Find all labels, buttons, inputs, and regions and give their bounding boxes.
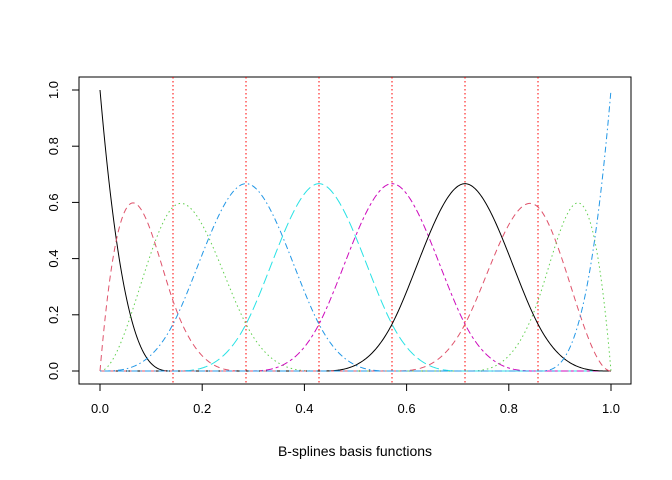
x-tick-label: 0.0	[91, 401, 109, 416]
series-group	[99, 89, 612, 372]
y-tick-label: 0.4	[46, 250, 61, 268]
x-axis: 0.0 0.2 0.4 0.6 0.8 1.0	[91, 383, 620, 416]
x-axis-title: B-splines basis functions	[278, 443, 432, 459]
knot-lines	[172, 77, 539, 384]
y-tick-label: 0.6	[46, 193, 61, 211]
y-tick-label: 0.0	[46, 362, 61, 380]
series-line-6	[100, 183, 611, 372]
series-line-1	[99, 89, 611, 372]
y-tick-label: 1.0	[46, 81, 61, 99]
x-tick-label: 0.4	[295, 401, 313, 416]
series-line-4	[100, 183, 611, 372]
series-line-10	[100, 89, 612, 372]
x-tick-label: 0.8	[500, 401, 518, 416]
x-tick-label: 0.6	[398, 401, 416, 416]
series-line-7	[100, 183, 611, 372]
x-tick-label: 0.2	[193, 401, 211, 416]
y-tick-label: 0.2	[46, 306, 61, 324]
series-line-2	[99, 202, 611, 372]
series-line-9	[100, 202, 612, 372]
series-line-8	[100, 202, 612, 372]
y-axis: 0.0 0.2 0.4 0.6 0.8 1.0	[46, 81, 80, 380]
plot-frame	[78, 76, 632, 385]
y-tick-label: 0.8	[46, 137, 61, 155]
x-tick-label: 1.0	[602, 401, 620, 416]
series-line-5	[100, 183, 611, 372]
series-line-3	[99, 202, 611, 372]
